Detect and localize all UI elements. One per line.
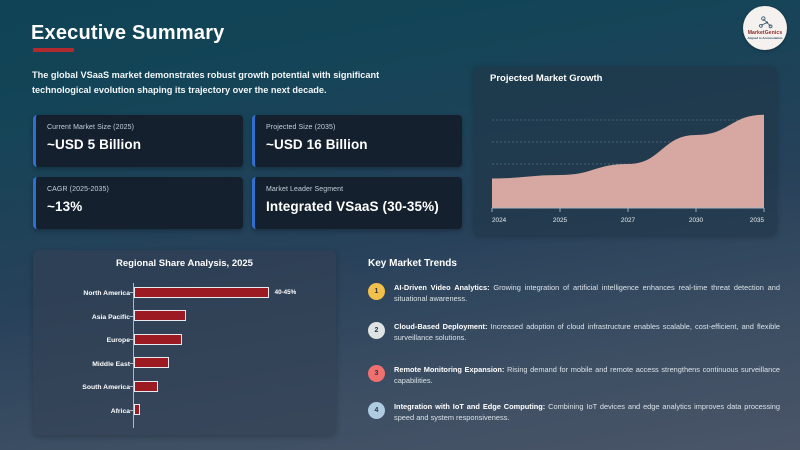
bar-category-label: Asia Pacific — [91, 313, 130, 321]
bar-chart-row: North America 40-45% — [48, 283, 323, 304]
trend-description: Cloud-Based Deployment: Increased adopti… — [394, 322, 780, 343]
bar-axis-tick — [130, 386, 134, 388]
stat-card-label: Current Market Size (2025) — [47, 124, 135, 131]
growth-chart-title: Projected Market Growth — [490, 73, 603, 84]
page-title: Executive Summary — [31, 22, 225, 44]
stat-card-projected-size: Projected Size (2035) ~USD 16 Billion — [252, 115, 462, 167]
bar-axis-tick — [130, 409, 134, 411]
trend-description: Remote Monitoring Expansion: Rising dema… — [394, 365, 781, 386]
bar-value-label: 40-45% — [274, 289, 297, 296]
stat-card-label: Projected Size (2035) — [266, 124, 336, 131]
bar-axis-tick — [130, 315, 134, 317]
bar-category-label: Europe — [106, 337, 130, 344]
bar-chart-row: Middle East — [48, 354, 323, 375]
summary-lede: The global VSaaS market demonstrates rob… — [32, 70, 380, 96]
trend-item: 3 Remote Monitoring Expansion: Rising dem… — [368, 364, 780, 387]
trend-term: Remote Monitoring Expansion: — [394, 365, 505, 374]
stat-card-value: ~USD 5 Billion — [47, 137, 142, 152]
x-axis-tick-label: 2027 — [621, 217, 636, 224]
bar-chart-row: Europe — [48, 330, 323, 351]
trend-item: 2 Cloud-Based Deployment: Increased adopt… — [368, 321, 780, 344]
trend-item: 1 AI-Driven Video Analytics: Growing inte… — [368, 282, 780, 305]
bar-axis-tick — [130, 292, 134, 294]
regional-share-chart: North America 40-45% Asia Pacific Europe Mid… — [48, 283, 323, 428]
bar — [134, 380, 158, 392]
logo-tagline: Aligned to Accomodation — [747, 36, 783, 41]
region-chart-title: Regional Share Analysis, 2025 — [116, 258, 253, 269]
bar-axis-tick — [130, 339, 134, 341]
stat-card-market-leader-segment: Market Leader Segment Integrated VSaaS (… — [252, 177, 462, 229]
stat-card-current-market-size: Current Market Size (2025) ~USD 5 Billio… — [33, 115, 243, 167]
bar — [134, 404, 141, 415]
trend-number-badge: 1 — [368, 283, 385, 300]
bar — [134, 310, 187, 321]
bar — [134, 333, 182, 345]
stat-card-label: CAGR (2025-2035) — [47, 186, 109, 193]
stat-card-cagr: CAGR (2025-2035) ~13% — [33, 177, 243, 229]
bar — [134, 357, 169, 368]
x-axis-tick-label: 2035 — [750, 217, 765, 224]
bar — [134, 286, 269, 298]
projected-market-growth-chart: 2024 2025 2027 2030 2035 — [491, 114, 765, 224]
bar-axis-tick — [130, 362, 134, 364]
trends-title: Key Market Trends — [368, 258, 457, 269]
trend-term: Cloud-Based Deployment: — [394, 322, 488, 331]
bar-chart-axis — [133, 283, 135, 428]
trend-item: 4 Integration with IoT and Edge Computing… — [368, 401, 780, 424]
x-axis-tick-label: 2030 — [689, 217, 704, 224]
regional-share-panel — [33, 250, 336, 435]
x-axis-tick-label: 2025 — [553, 217, 568, 224]
stat-card-value: ~USD 16 Billion — [266, 137, 368, 152]
stat-card-value: Integrated VSaaS (30-35%) — [266, 199, 439, 214]
bar-chart-row: South America — [48, 377, 323, 398]
trend-description: AI-Driven Video Analytics: Growing integ… — [394, 283, 780, 304]
bar-category-label: South America — [82, 384, 130, 391]
trend-term: AI-Driven Video Analytics: — [394, 283, 490, 292]
x-axis-tick-label: 2024 — [492, 217, 507, 224]
stat-card-label: Market Leader Segment — [266, 186, 344, 193]
bar-category-label: North America — [83, 290, 130, 297]
bar-category-label: Middle East — [92, 360, 130, 368]
stat-card-value: ~13% — [47, 199, 83, 214]
trend-description: Integration with IoT and Edge Computing:… — [394, 402, 781, 423]
bar-category-label: Africa — [110, 407, 130, 415]
trend-number-badge: 4 — [368, 402, 385, 419]
trend-term: Integration with IoT and Edge Computing: — [394, 402, 546, 411]
bar-chart-row: Africa — [48, 401, 323, 422]
trend-number-badge: 3 — [368, 365, 385, 382]
logo-name: MarketGenics — [747, 29, 783, 36]
bar-chart-row: Asia Pacific — [48, 307, 323, 328]
brand-logo: MarketGenics Aligned to Accomodation — [743, 6, 787, 50]
trend-number-badge: 2 — [368, 322, 385, 339]
title-underline-accent — [33, 48, 74, 52]
network-nodes-icon — [758, 16, 772, 29]
